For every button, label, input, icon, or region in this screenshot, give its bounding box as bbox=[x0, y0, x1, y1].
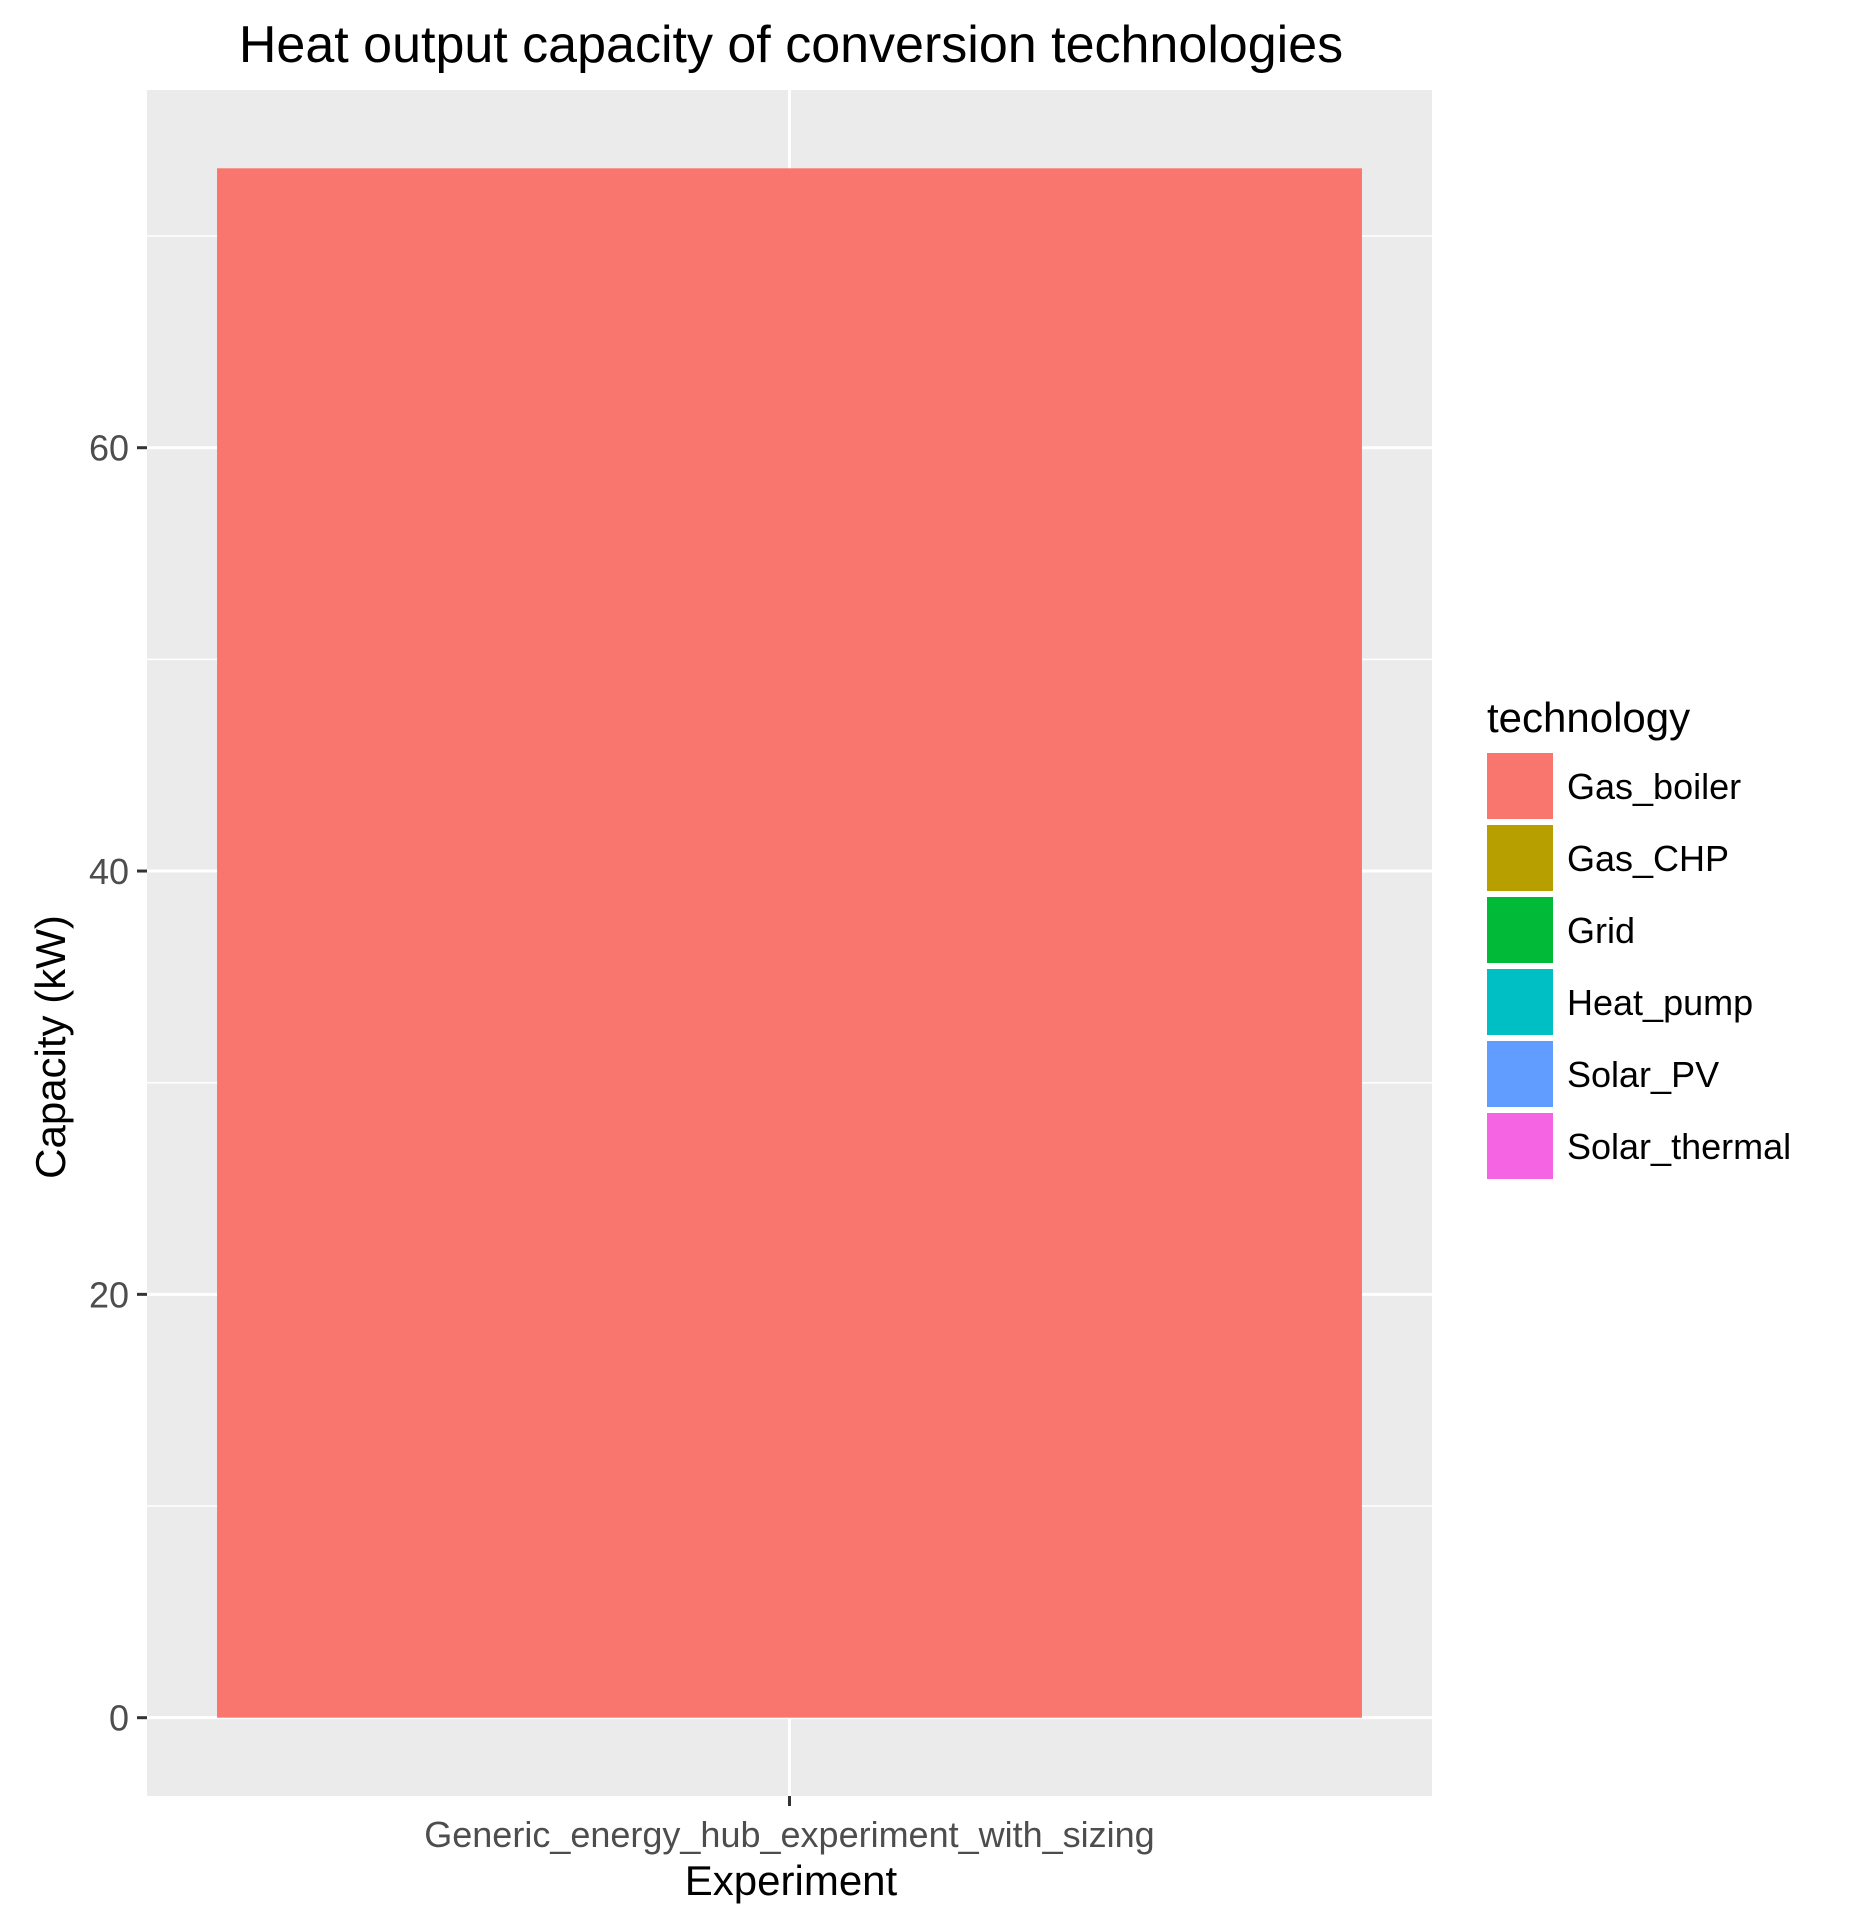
plot-panel bbox=[147, 90, 1432, 1796]
x-axis-label: Experiment bbox=[685, 1857, 898, 1904]
legend-label: Gas_CHP bbox=[1567, 838, 1729, 879]
x-axis: Generic_energy_hub_experiment_with_sizin… bbox=[424, 1796, 1155, 1855]
legend-label: Gas_boiler bbox=[1567, 766, 1741, 807]
legend-items: Gas_boiler Gas_CHP Grid Heat_pump Solar_PV So… bbox=[1487, 753, 1791, 1179]
legend-key-gas-boiler bbox=[1487, 753, 1553, 819]
y-axis: 0 20 40 60 bbox=[89, 428, 147, 1739]
y-axis-label: Capacity (kW) bbox=[27, 915, 74, 1179]
legend: technology Gas_boiler Gas_CHP Grid Heat_pum… bbox=[1487, 694, 1791, 1179]
chart-title: Heat output capacity of conversion techn… bbox=[239, 16, 1343, 74]
legend-key-gas-chp bbox=[1487, 825, 1553, 891]
legend-title: technology bbox=[1487, 694, 1690, 741]
legend-key-solar-thermal bbox=[1487, 1113, 1553, 1179]
legend-label: Heat_pump bbox=[1567, 982, 1753, 1023]
legend-key-solar-pv bbox=[1487, 1041, 1553, 1107]
y-tick-label: 40 bbox=[89, 851, 129, 892]
x-tick-label: Generic_energy_hub_experiment_with_sizin… bbox=[424, 1814, 1154, 1855]
y-tick-label: 0 bbox=[109, 1698, 129, 1739]
legend-key-heat-pump bbox=[1487, 969, 1553, 1035]
y-tick-label: 20 bbox=[89, 1274, 129, 1315]
legend-key-grid bbox=[1487, 897, 1553, 963]
legend-label: Solar_PV bbox=[1567, 1054, 1719, 1095]
legend-label: Grid bbox=[1567, 910, 1635, 951]
bar-gas-boiler bbox=[217, 168, 1362, 1718]
y-tick-label: 60 bbox=[89, 428, 129, 469]
legend-label: Solar_thermal bbox=[1567, 1126, 1791, 1167]
bars bbox=[217, 168, 1362, 1718]
